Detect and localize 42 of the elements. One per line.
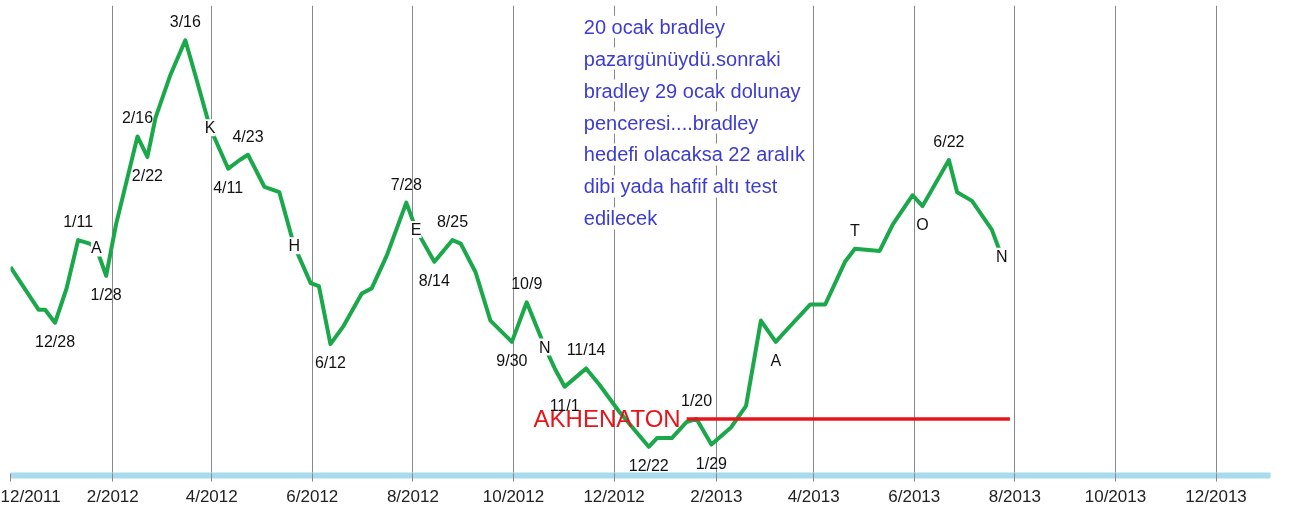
annotation: 9/30 — [496, 351, 528, 369]
annotation: K — [204, 119, 216, 137]
annotation: 20 ocak bradley pazargünüydü.sonraki bradley 29 ocak dolunay penceresi....bradley hedefi olacaksa 22 aralık dibi yada hafif altı test edilecek — [583, 15, 807, 230]
annotation: 2/16 — [121, 109, 154, 127]
annotation: T — [850, 221, 861, 239]
annotation: 8/25 — [436, 213, 469, 231]
x-tick-label: 2/2012 — [86, 486, 139, 506]
x-tick-label: 8/2012 — [386, 486, 439, 506]
annotation: 8/14 — [418, 271, 451, 289]
annotation: 4/23 — [232, 127, 264, 145]
annotation: 2/22 — [131, 166, 164, 184]
x-tick-label: 4/2013 — [787, 486, 840, 506]
annotation: 1/29 — [695, 454, 728, 472]
x-tick-label: 2/2013 — [690, 486, 743, 506]
annotation: 4/11 — [213, 178, 244, 196]
annotation: 11/14 — [566, 341, 606, 359]
annotation: A — [770, 351, 782, 369]
x-tick-label: 6/2012 — [286, 486, 339, 506]
annotation: O — [916, 216, 929, 234]
annotation: 6/22 — [933, 132, 965, 150]
x-tick-label: 6/2013 — [888, 486, 941, 506]
x-tick-label: 12/2011 — [0, 486, 61, 506]
annotation: 1/28 — [90, 285, 122, 303]
annotation: N — [539, 338, 551, 356]
x-tick-label: 12/2013 — [1185, 486, 1247, 506]
annotation: 3/16 — [169, 13, 201, 31]
annotation: 7/28 — [390, 175, 422, 193]
annotation: 12/22 — [628, 456, 669, 474]
x-tick-label: 10/2012 — [482, 486, 545, 506]
x-tick-label: 4/2012 — [185, 486, 238, 506]
annotation: 6/12 — [314, 354, 347, 372]
x-tick-label: 8/2013 — [988, 486, 1041, 506]
x-tick-label: 10/2013 — [1084, 486, 1147, 506]
annotation: 1/11 — [63, 213, 94, 231]
annotation: 1/20 — [681, 391, 713, 409]
annotation: 10/9 — [511, 275, 543, 293]
annotation: H — [288, 237, 300, 255]
annotation: N — [995, 247, 1008, 265]
annotation: E — [410, 221, 422, 239]
x-tick-label: 12/2012 — [583, 486, 645, 506]
annotation: A — [90, 239, 102, 257]
annotation: 12/28 — [35, 332, 76, 350]
